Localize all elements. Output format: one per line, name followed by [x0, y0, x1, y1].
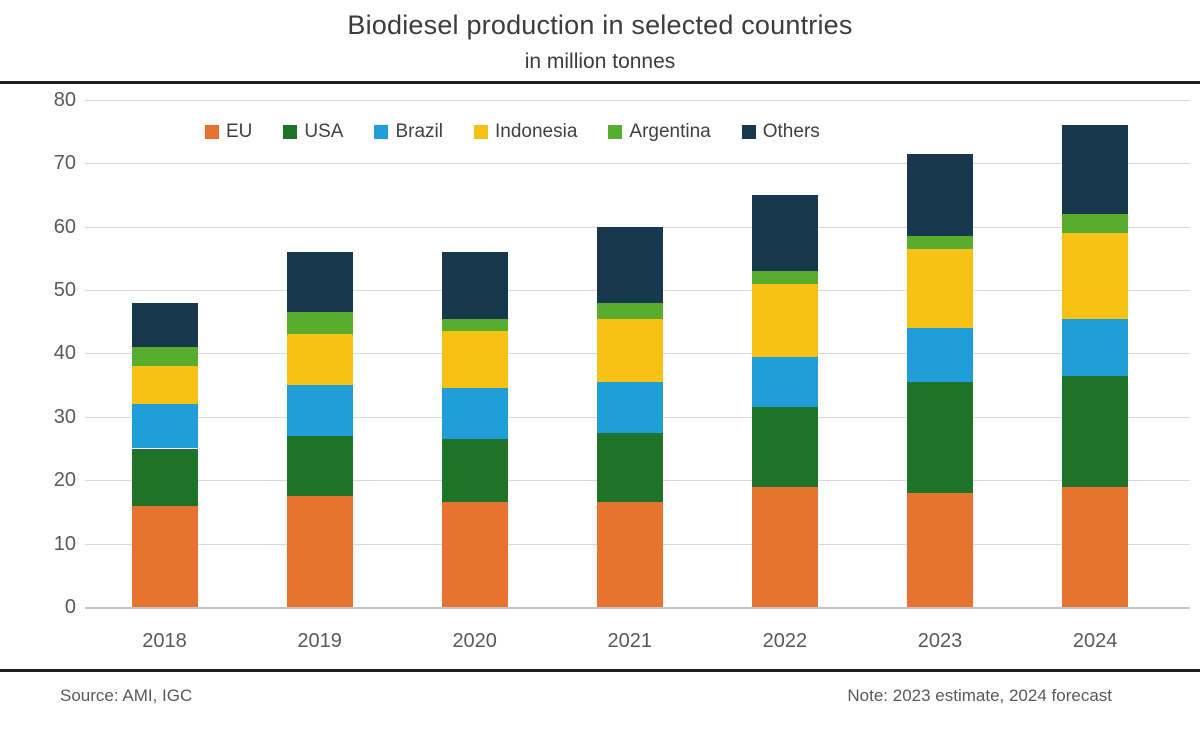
legend-label-others: Others: [762, 121, 820, 142]
bar-segment-2024-brazil: [1062, 318, 1129, 376]
gridline-70: [85, 163, 1190, 165]
y-axis-tick-0: 0: [64, 596, 76, 618]
forecast-note: Note: 2023 estimate, 2024 forecast: [847, 686, 1112, 705]
page-title: Biodiesel production in selected countri…: [347, 10, 853, 40]
bar-segment-2024-usa: [1062, 375, 1129, 487]
bar-segment-2023-others: [907, 153, 973, 237]
legend-swatch-indonesia: [474, 125, 488, 139]
bar-segment-2022-others: [751, 194, 818, 271]
bar-segment-2021-eu: [596, 502, 663, 607]
bar-segment-2023-brazil: [907, 328, 973, 382]
x-axis-tick-2022: 2022: [762, 630, 808, 652]
gridline-0: [85, 607, 1190, 609]
legend-swatch-others: [741, 125, 756, 139]
y-axis-tick-40: 40: [53, 342, 76, 365]
bar-segment-2021-others: [596, 226, 663, 303]
bar-segment-2018-others: [131, 302, 198, 348]
bar-segment-2020-usa: [441, 438, 508, 503]
legend-swatch-eu: [205, 125, 219, 139]
source-note: Source: AMI, IGC: [60, 686, 193, 705]
bar-segment-2021-usa: [596, 432, 663, 503]
bar-segment-2021-indonesia: [596, 318, 663, 382]
legend-item-eu: EU: [205, 121, 252, 143]
bar-segment-2020-eu: [441, 502, 508, 607]
bar-segment-2024-others: [1062, 125, 1129, 214]
legend-item-usa: USA: [283, 121, 343, 143]
legend-swatch-argentina: [608, 125, 623, 139]
y-axis-tick-70: 70: [53, 152, 76, 175]
legend-item-indonesia: Indonesia: [474, 121, 577, 143]
bar-segment-2022-usa: [751, 407, 818, 487]
legend-label-usa: USA: [304, 121, 344, 142]
legend-label-indonesia: Indonesia: [495, 121, 578, 142]
x-axis-tick-2018: 2018: [142, 630, 187, 652]
bar-segment-2022-indonesia: [751, 283, 818, 357]
y-axis-tick-10: 10: [53, 532, 76, 555]
bar-segment-2019-others: [286, 251, 353, 313]
bar-segment-2020-argentina: [441, 318, 508, 332]
bottom-divider: [0, 669, 1200, 672]
bar-segment-2021-argentina: [596, 302, 663, 319]
bar-segment-2020-indonesia: [441, 331, 508, 389]
page-subtitle: in million tonnes: [524, 50, 676, 73]
bar-segment-2018-indonesia: [131, 366, 198, 405]
x-axis-tick-2024: 2024: [1072, 630, 1118, 652]
bar-segment-2023-indonesia: [907, 248, 973, 329]
bar-segment-2024-eu: [1062, 486, 1129, 607]
bar-segment-2019-eu: [286, 496, 353, 607]
y-axis-tick-50: 50: [53, 279, 76, 301]
legend-item-brazil: Brazil: [374, 121, 443, 143]
legend-label-brazil: Brazil: [395, 121, 443, 142]
legend-item-argentina: Argentina: [608, 121, 711, 143]
y-axis-tick-80: 80: [53, 88, 76, 111]
bar-segment-2019-brazil: [286, 385, 353, 436]
bar-segment-2022-argentina: [751, 270, 818, 284]
bar-segment-2018-usa: [131, 448, 198, 506]
legend-label-eu: EU: [226, 121, 253, 142]
x-axis-tick-2020: 2020: [452, 630, 497, 652]
bar-segment-2019-indonesia: [286, 334, 353, 386]
bar-segment-2022-brazil: [751, 356, 818, 408]
bar-segment-2020-brazil: [441, 388, 508, 439]
bar-segment-2020-others: [441, 251, 508, 319]
bar-segment-2018-argentina: [131, 347, 198, 367]
top-divider: [0, 81, 1200, 84]
gridline-80: [85, 99, 1190, 101]
bar-segment-2021-brazil: [596, 381, 663, 433]
bar-segment-2023-argentina: [907, 236, 973, 249]
bar-segment-2018-brazil: [131, 404, 198, 449]
bar-segment-2023-eu: [907, 492, 973, 607]
bar-segment-2022-eu: [751, 486, 818, 607]
y-axis-tick-60: 60: [53, 215, 76, 238]
y-axis-tick-20: 20: [53, 469, 76, 492]
legend-label-argentina: Argentina: [629, 121, 711, 142]
x-axis-tick-2019: 2019: [297, 630, 342, 652]
y-axis-tick-30: 30: [53, 405, 76, 428]
legend-swatch-brazil: [374, 125, 389, 139]
x-axis-tick-2023: 2023: [917, 630, 963, 652]
bar-segment-2024-argentina: [1062, 213, 1129, 233]
bar-segment-2024-indonesia: [1062, 232, 1129, 319]
bar-segment-2019-argentina: [286, 312, 353, 335]
legend-item-others: Others: [741, 121, 820, 143]
x-axis-tick-2021: 2021: [607, 630, 653, 652]
bar-segment-2019-usa: [286, 435, 353, 497]
bar-segment-2018-eu: [131, 505, 198, 607]
legend: EU USA Brazil Indonesia Argentina Others: [205, 121, 820, 143]
bar-segment-2023-usa: [907, 381, 973, 493]
legend-swatch-usa: [283, 125, 298, 139]
